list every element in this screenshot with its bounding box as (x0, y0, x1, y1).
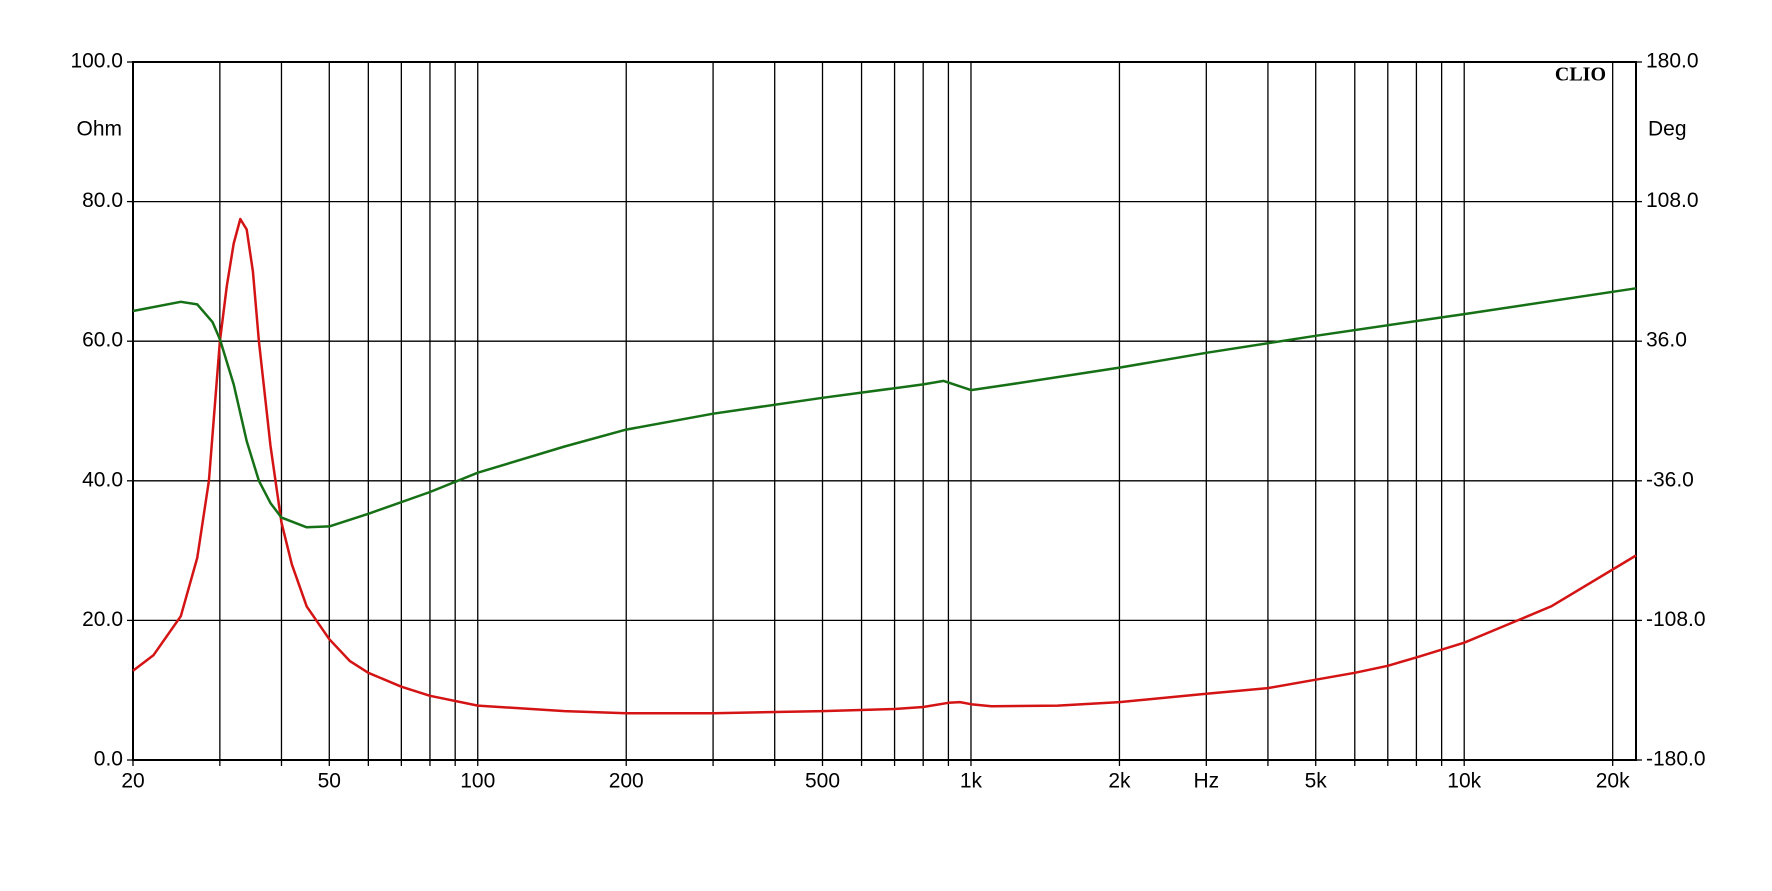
x-tick-label: 20 (121, 770, 144, 793)
series-line (132, 217, 1637, 715)
y2-tick-label: -108.0 (1646, 608, 1706, 631)
series-line (132, 287, 1637, 529)
y2-tick-label: 180.0 (1646, 50, 1699, 73)
x-tick-label: 100 (460, 770, 495, 793)
x-tick-label: 10k (1447, 770, 1481, 793)
y-tick-label: 0.0 (94, 748, 123, 771)
plot-frame (132, 61, 1637, 761)
y-tick-label: 40.0 (82, 468, 123, 491)
x-tick-label: 2k (1108, 770, 1131, 793)
x-tick-label: 20k (1596, 770, 1630, 793)
y2-tick-label: 108.0 (1646, 189, 1699, 212)
y2-tick-label: -36.0 (1646, 468, 1694, 491)
x-tick-label: 200 (609, 770, 644, 793)
y-axis-label: Ohm (76, 118, 122, 141)
y-tick-label: 100.0 (70, 50, 123, 73)
y-tick-label: 20.0 (82, 608, 123, 631)
watermark: CLIO (1555, 64, 1606, 86)
y2-tick-label: -180.0 (1646, 748, 1706, 771)
y2-axis-label: Deg (1648, 118, 1687, 141)
x-tick-label: Hz (1193, 770, 1219, 793)
y-tick-label: 80.0 (82, 189, 123, 212)
x-tick-label: 1k (960, 770, 983, 793)
x-tick-label: 5k (1305, 770, 1328, 793)
x-tick-label: 500 (805, 770, 840, 793)
y-tick-label: 60.0 (82, 329, 123, 352)
y2-tick-label: 36.0 (1646, 329, 1687, 352)
x-tick-label: 50 (318, 770, 341, 793)
